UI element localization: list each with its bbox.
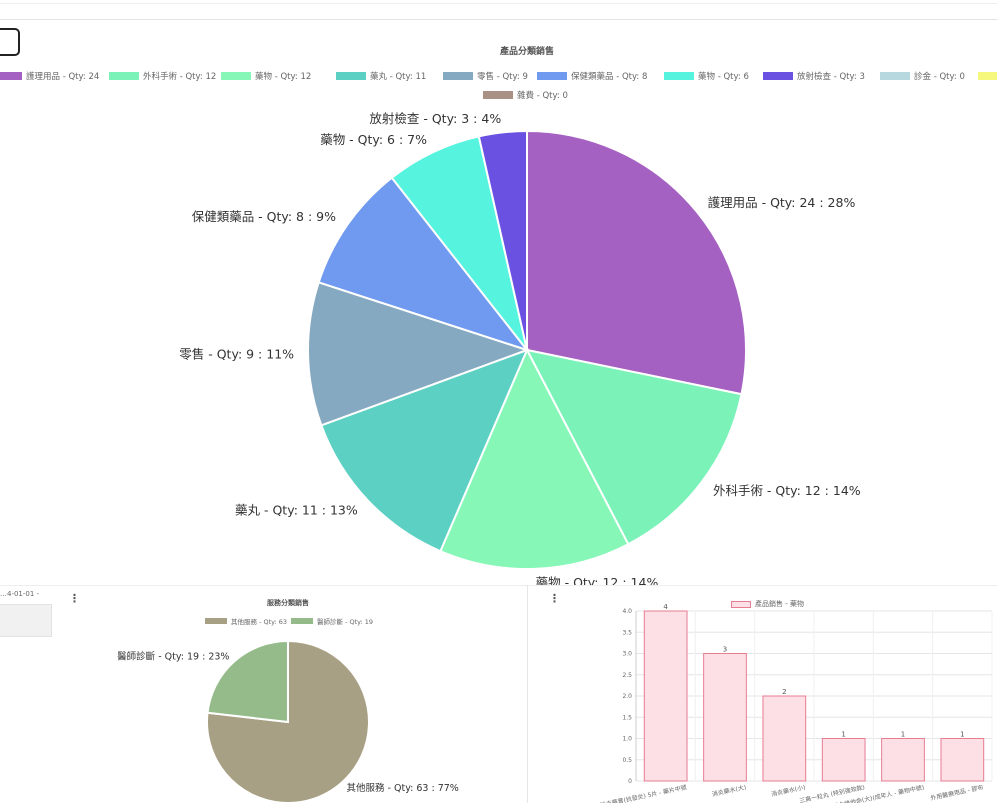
legend-swatch bbox=[731, 600, 751, 608]
bar-value-label: 1 bbox=[901, 731, 905, 739]
pie-slice[interactable] bbox=[317, 176, 530, 352]
legend-item[interactable]: Qty: 0 bbox=[978, 71, 997, 81]
pie-slice[interactable] bbox=[307, 281, 531, 427]
y-tick-label: 4.0 bbox=[622, 608, 632, 615]
legend-label: 藥物 - Qty: 6 bbox=[698, 72, 749, 82]
legend-label: 護理用品 - Qty: 24 bbox=[26, 72, 100, 82]
legend-item[interactable]: 醫師診斷 - Qty: 19 bbox=[291, 616, 373, 626]
legend-swatch bbox=[978, 72, 997, 80]
slice-label: 放射檢查 - Qty: 3 : 4% bbox=[369, 111, 501, 126]
legend-label: 保健類藥品 - Qty: 8 bbox=[571, 72, 648, 82]
legend-item[interactable]: 藥丸 - Qty: 11 bbox=[336, 71, 427, 82]
pie-slice[interactable] bbox=[439, 347, 630, 570]
legend-swatch bbox=[0, 72, 22, 80]
legend-swatch bbox=[537, 72, 567, 80]
service-chart-title: 服務分類銷售 bbox=[267, 599, 309, 607]
legend-item[interactable]: 診金 - Qty: 0 bbox=[880, 71, 965, 82]
legend-swatch bbox=[291, 618, 313, 624]
legend-swatch bbox=[443, 72, 473, 80]
panel-divider bbox=[527, 585, 528, 803]
legend-item[interactable]: 其他服務 - Qty: 63 bbox=[205, 616, 287, 626]
legend-label: 藥物 - Qty: 12 bbox=[255, 72, 312, 82]
panel-toggle-button[interactable] bbox=[0, 28, 20, 56]
y-tick-label: 1.0 bbox=[622, 736, 632, 743]
legend-label: 其他服務 - Qty: 63 bbox=[231, 618, 288, 626]
pie-slice[interactable] bbox=[526, 129, 747, 396]
period-select[interactable] bbox=[0, 604, 52, 637]
bar-value-label: 3 bbox=[723, 646, 727, 654]
slice-label: 醫師診斷 - Qty: 19 : 23% bbox=[117, 651, 229, 663]
legend-label: 診金 - Qty: 0 bbox=[914, 72, 965, 82]
legend-item[interactable]: 藥物 - Qty: 6 bbox=[664, 71, 749, 82]
legend-swatch bbox=[205, 618, 227, 624]
legend-label: 醫師診斷 - Qty: 19 bbox=[317, 618, 374, 626]
x-tick-label: 外用醫療用品 - 膠布 bbox=[930, 783, 984, 802]
legend-swatch bbox=[221, 72, 251, 80]
x-tick-label: 消炎藥水(大) bbox=[711, 783, 747, 798]
more-vert-icon[interactable]: ⋮ bbox=[549, 592, 560, 605]
pie-slice[interactable] bbox=[320, 348, 529, 553]
bar-value-label: 2 bbox=[782, 688, 786, 696]
legend-item[interactable]: 保健類藥品 - Qty: 8 bbox=[537, 71, 648, 82]
slice-label: 藥物 - Qty: 6 : 7% bbox=[320, 132, 427, 147]
bar-value-label: 1 bbox=[960, 731, 964, 739]
slice-label: 外科手術 - Qty: 12 : 14% bbox=[713, 483, 861, 498]
main-chart-title: 產品分類銷售 bbox=[499, 47, 554, 57]
bar[interactable] bbox=[643, 610, 688, 782]
legend-item[interactable]: 藥物 - Qty: 12 bbox=[221, 71, 312, 82]
y-tick-label: 3.0 bbox=[622, 651, 632, 658]
main-pie-chart: 護理用品 - Qty: 24 : 28% 外科手術 - Qty: 12 : 14%… bbox=[179, 111, 861, 585]
bar[interactable] bbox=[762, 695, 807, 782]
pie-slice[interactable] bbox=[525, 348, 743, 546]
legend-swatch bbox=[483, 91, 513, 99]
top-divider bbox=[0, 3, 997, 4]
slice-label: 零售 - Qty: 9 : 11% bbox=[179, 347, 294, 362]
legend-swatch bbox=[880, 72, 910, 80]
y-tick-label: 3.5 bbox=[622, 629, 632, 636]
y-tick-label: 2.0 bbox=[622, 693, 632, 700]
bar-chart-legend: 產品銷售 - 藥物 bbox=[731, 599, 804, 609]
x-tick-label: 消炎藥膏(抗發炎) 5片 - 藥片中號 bbox=[599, 783, 687, 803]
pie-slice[interactable] bbox=[477, 129, 528, 351]
more-vert-icon[interactable]: ⋮ bbox=[69, 592, 80, 605]
legend-label: 外科手術 - Qty: 12 bbox=[143, 72, 217, 82]
bar[interactable] bbox=[881, 738, 925, 782]
slice-label: 藥物 - Qty: 12 : 14% bbox=[536, 575, 659, 585]
legend-swatch bbox=[109, 72, 139, 80]
slice-label: 藥丸 - Qty: 11 : 13% bbox=[235, 503, 358, 518]
header-divider bbox=[0, 19, 997, 20]
slice-label: 保健類藥品 - Qty: 8 : 9% bbox=[192, 209, 336, 224]
bar-value-label: 4 bbox=[663, 603, 668, 611]
legend-swatch bbox=[763, 72, 793, 80]
pie-slice[interactable] bbox=[206, 639, 289, 724]
y-tick-label: 1.5 bbox=[622, 714, 632, 721]
service-pie-chart: 其他服務 - Qty: 63 : 77% 醫師診斷 - Qty: 19 : 23% bbox=[117, 639, 459, 803]
legend-label: 藥丸 - Qty: 11 bbox=[370, 72, 427, 82]
bar-legend-label: 產品銷售 - 藥物 bbox=[755, 600, 804, 608]
y-tick-label: 0.5 bbox=[622, 757, 632, 764]
product-bar-chart: 0 0.5 1.0 1.5 2.0 2.5 3.0 3.5 4.0 4 消炎藥膏(抗發炎) 5片 -… bbox=[599, 603, 993, 803]
legend-swatch bbox=[664, 72, 694, 80]
legend-item[interactable]: 零售 - Qty: 9 bbox=[443, 71, 528, 82]
bar[interactable] bbox=[703, 653, 747, 782]
x-tick-label: 消炎藥水(小) bbox=[771, 783, 807, 798]
date-range-text: …4-01-01 - bbox=[0, 590, 40, 598]
legend-label: 零售 - Qty: 9 bbox=[477, 72, 528, 82]
slice-label: 護理用品 - Qty: 24 : 28% bbox=[708, 195, 856, 210]
bar[interactable] bbox=[940, 738, 985, 782]
slice-label: 其他服務 - Qty: 63 : 77% bbox=[347, 782, 459, 794]
legend-item[interactable]: 放射檢查 - Qty: 3 bbox=[763, 71, 865, 82]
legend-label: 放射檢查 - Qty: 3 bbox=[797, 72, 865, 82]
bar-value-label: 1 bbox=[841, 731, 845, 739]
bar[interactable] bbox=[821, 738, 866, 782]
legend-item[interactable]: 外科手術 - Qty: 12 bbox=[109, 71, 217, 82]
section-divider bbox=[0, 585, 997, 586]
legend-label: 雜費 - Qty: 0 bbox=[517, 91, 568, 101]
legend-item[interactable]: 雜費 - Qty: 0 bbox=[483, 90, 568, 101]
y-tick-label: 0 bbox=[628, 778, 632, 785]
legend-item[interactable]: 護理用品 - Qty: 24 bbox=[0, 71, 100, 82]
y-tick-label: 2.5 bbox=[622, 672, 632, 679]
legend-swatch bbox=[336, 72, 366, 80]
